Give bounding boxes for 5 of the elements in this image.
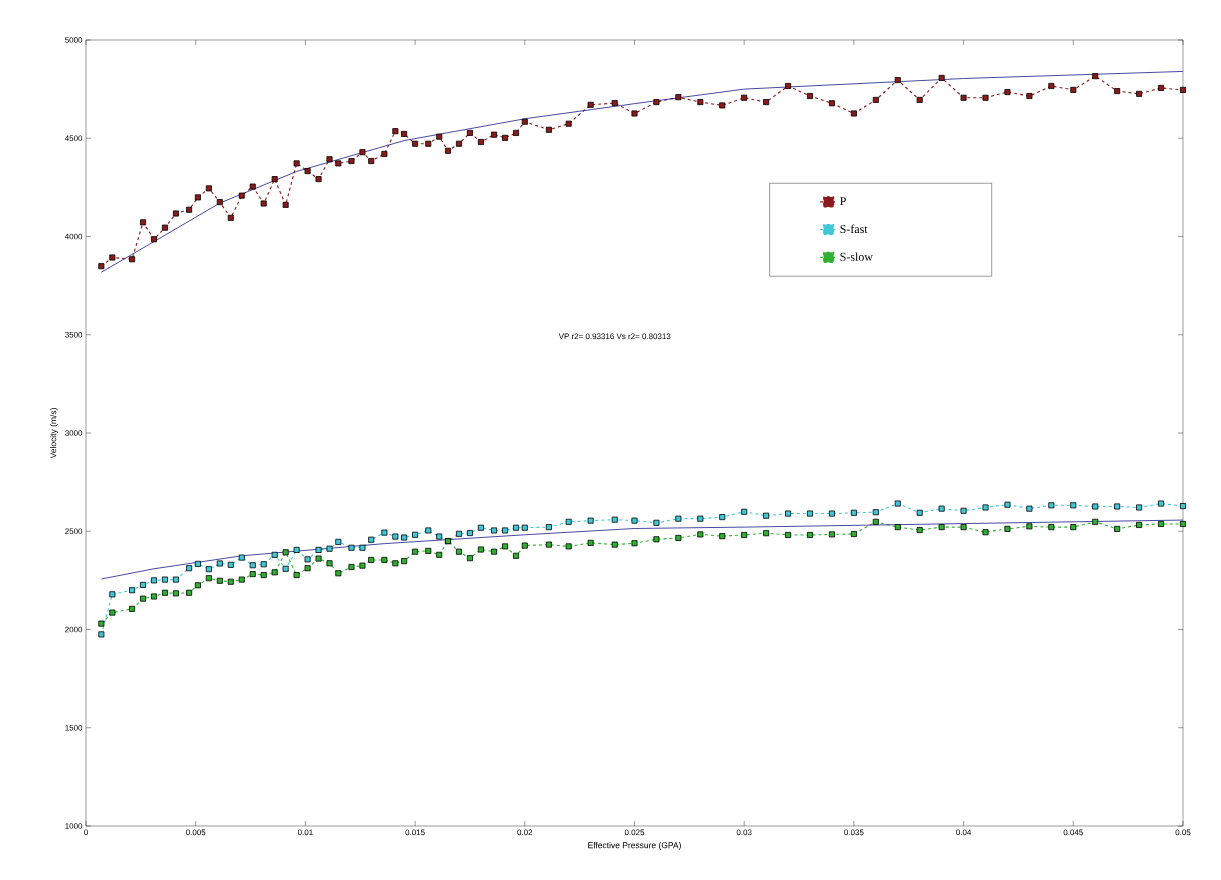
x-axis-title: Effective Pressure (GPA) (588, 842, 681, 850)
y-axis-title: Velocity (m/s) (50, 408, 58, 459)
legend-label: S-fast (840, 224, 868, 234)
legend-label: P (840, 197, 846, 206)
legend-label: S-slow (840, 252, 873, 261)
